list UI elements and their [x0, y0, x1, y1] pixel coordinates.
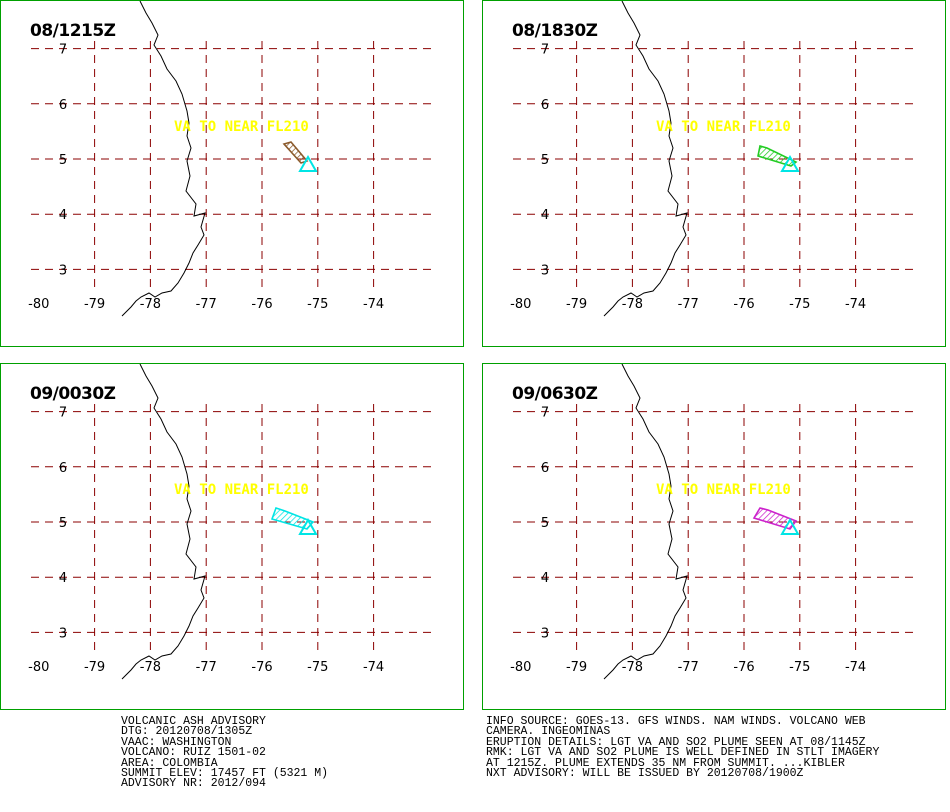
latitude-label: 6 — [541, 461, 549, 476]
latitude-label: 6 — [541, 98, 549, 113]
ash-plume-polygon — [270, 506, 315, 530]
advisory-line: INFO SOURCE: GOES-13. GFS WINDS. NAM WIN… — [486, 715, 866, 728]
advisory-left-text: VOLCANIC ASH ADVISORY DTG: 20120708/1305Z… — [121, 715, 329, 791]
longitude-label: -79 — [84, 660, 105, 675]
longitude-label: -77 — [678, 297, 699, 312]
longitude-label: -74 — [845, 660, 866, 675]
plume-label: VA TO NEAR FL210 — [174, 119, 309, 135]
coastline — [121, 1, 206, 317]
advisory-line: VOLCANIC ASH ADVISORY — [121, 715, 266, 728]
latitude-label: 3 — [59, 626, 67, 641]
longitude-label: -76 — [733, 660, 754, 675]
latitude-label: 3 — [541, 263, 549, 278]
latitude-label: 7 — [59, 406, 67, 421]
latitude-label: 3 — [541, 626, 549, 641]
longitude-label: -76 — [251, 660, 272, 675]
longitude-label: -76 — [733, 297, 754, 312]
longitude-label: -80 — [28, 660, 49, 675]
advisory-line: AREA: COLOMBIA — [121, 756, 218, 770]
triangle-icon — [298, 517, 318, 535]
map-panel-1: 7 6 5 4 3 -80 -79 -78 -77 -76 -75 -74 VA TO NEAR FL2… — [0, 0, 464, 347]
valid-time-label: 09/0030Z — [30, 384, 116, 404]
coastline — [603, 364, 688, 680]
latitude-label: 7 — [59, 43, 67, 58]
valid-time-label: 09/0630Z — [512, 384, 598, 404]
longitude-label: -77 — [196, 297, 217, 312]
advisory-line: DTG: 20120708/1305Z — [121, 725, 253, 739]
graticule — [513, 41, 913, 291]
plume-label: VA TO NEAR FL210 — [174, 482, 309, 498]
longitude-label: -77 — [678, 660, 699, 675]
longitude-label: -80 — [510, 297, 531, 312]
longitude-label: -77 — [196, 660, 217, 675]
longitude-label: -78 — [622, 297, 643, 312]
latitude-label: 3 — [59, 263, 67, 278]
triangle-icon — [780, 154, 800, 172]
advisory-line: AT 1215Z. PLUME EXTENDS 35 NM FROM SUMMI… — [486, 756, 845, 770]
advisory-line: VAAC: WASHINGTON — [121, 735, 232, 749]
valid-time-label: 08/1830Z — [512, 21, 598, 41]
coastline — [121, 364, 206, 680]
valid-time-label: 08/1215Z — [30, 21, 116, 41]
longitude-label: -78 — [140, 660, 161, 675]
advisory-line: SUMMIT ELEV: 17457 FT (5321 M) — [121, 766, 329, 780]
longitude-label: -75 — [307, 297, 328, 312]
triangle-icon — [780, 517, 800, 535]
graticule — [31, 404, 431, 654]
map-canvas: 7 6 5 4 3 -80 -79 -78 -77 -76 -75 -74 VA TO NEAR FL2… — [510, 364, 913, 680]
advisory-line: RMK: LGT VA AND SO2 PLUME IS WELL DEFINE… — [486, 746, 880, 760]
map-canvas: 7 6 5 4 3 -80 -79 -78 -77 -76 -75 -74 VA TO NEAR FL2… — [510, 1, 913, 317]
plume-label: VA TO NEAR FL210 — [656, 119, 791, 135]
longitude-label: -74 — [363, 660, 384, 675]
longitude-label: -80 — [510, 660, 531, 675]
longitude-label: -76 — [251, 297, 272, 312]
triangle-icon — [298, 154, 318, 172]
advisory-line: ERUPTION DETAILS: LGT VA AND SO2 PLUME S… — [486, 735, 866, 749]
advisory-line: NXT ADVISORY: WILL BE ISSUED BY 20120708… — [486, 766, 804, 780]
longitude-label: -74 — [363, 297, 384, 312]
map-panel-4: 7 6 5 4 3 -80 -79 -78 -77 -76 -75 -74 VA TO NEAR FL2… — [482, 363, 946, 710]
longitude-label: -78 — [622, 660, 643, 675]
longitude-label: -79 — [84, 297, 105, 312]
latitude-label: 5 — [59, 153, 67, 168]
longitude-label: -75 — [307, 660, 328, 675]
longitude-label: -80 — [28, 297, 49, 312]
advisory-line: VOLCANO: RUIZ 1501-02 — [121, 746, 266, 760]
latitude-label: 4 — [59, 208, 67, 223]
longitude-label: -75 — [789, 297, 810, 312]
ash-plume-polygon — [752, 507, 798, 530]
longitude-label: -79 — [566, 297, 587, 312]
latitude-label: 4 — [541, 571, 549, 586]
longitude-label: -79 — [566, 660, 587, 675]
map-canvas: 7 6 5 4 3 -80 -79 -78 -77 -76 -75 -74 VA TO NEAR FL2… — [28, 1, 431, 317]
latitude-label: 6 — [59, 461, 67, 476]
latitude-label: 5 — [541, 516, 549, 531]
latitude-label: 5 — [541, 153, 549, 168]
map-panel-3: 7 6 5 4 3 -80 -79 -78 -77 -76 -75 -74 VA TO NEAR FL2… — [0, 363, 464, 710]
latitude-label: 4 — [59, 571, 67, 586]
latitude-label: 4 — [541, 208, 549, 223]
coastline — [603, 1, 688, 317]
longitude-label: -78 — [140, 297, 161, 312]
ash-plume-polygon — [282, 141, 309, 164]
advisory-right-text: INFO SOURCE: GOES-13. GFS WINDS. NAM WIN… — [486, 715, 880, 780]
advisory-line: CAMERA. INGEOMINAS — [486, 725, 611, 739]
latitude-label: 5 — [59, 516, 67, 531]
longitude-label: -74 — [845, 297, 866, 312]
map-panel-2: 7 6 5 4 3 -80 -79 -78 -77 -76 -75 -74 VA TO NEAR FL2… — [482, 0, 946, 347]
longitude-label: -75 — [789, 660, 810, 675]
plume-label: VA TO NEAR FL210 — [656, 482, 791, 498]
latitude-label: 6 — [59, 98, 67, 113]
graticule — [31, 41, 431, 291]
latitude-label: 7 — [541, 406, 549, 421]
map-canvas: 7 6 5 4 3 -80 -79 -78 -77 -76 -75 -74 VA TO NEAR FL2… — [28, 364, 431, 680]
latitude-label: 7 — [541, 43, 549, 58]
advisory-line: ADVISORY NR: 2012/094 — [121, 777, 266, 791]
graticule — [513, 404, 913, 654]
